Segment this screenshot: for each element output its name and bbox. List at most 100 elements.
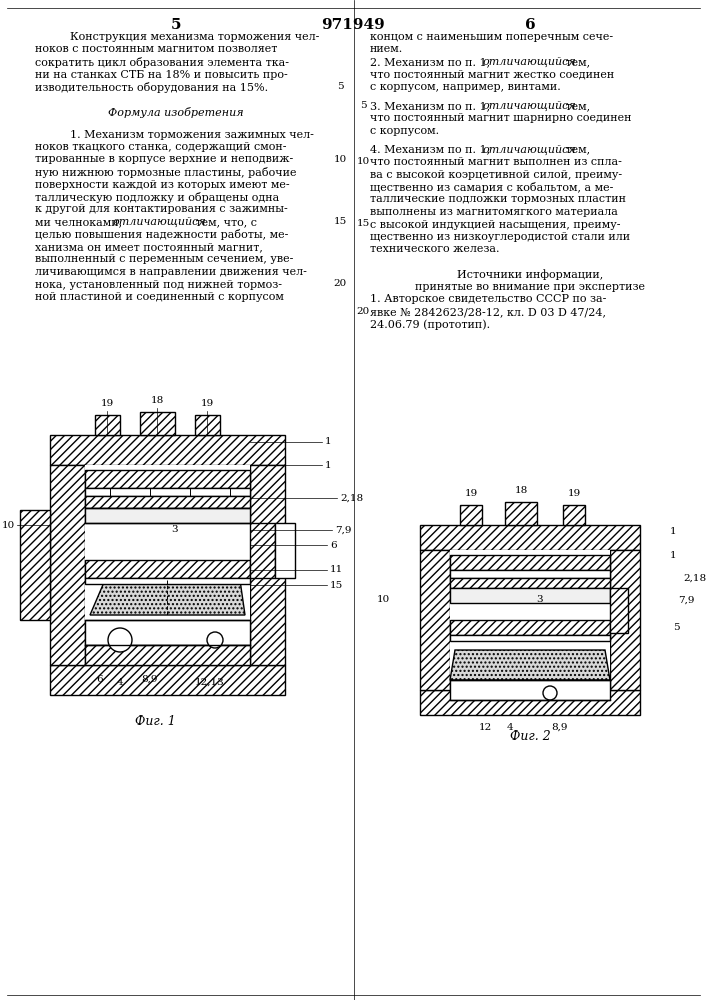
Text: ва с высокой коэрцетивной силой, преиму-: ва с высокой коэрцетивной силой, преиму-: [370, 169, 622, 180]
Text: 1: 1: [670, 528, 677, 536]
Text: 5: 5: [360, 101, 366, 110]
Text: тем, что, с: тем, что, с: [192, 217, 257, 227]
Text: что постоянный магнит выполнен из спла-: что постоянный магнит выполнен из спла-: [370, 157, 622, 167]
Text: явке № 2842623/28-12, кл. D 03 D 47/24,: явке № 2842623/28-12, кл. D 03 D 47/24,: [370, 307, 606, 317]
Text: 4: 4: [507, 723, 513, 732]
Circle shape: [543, 686, 557, 700]
Bar: [450, 555, 610, 570]
Text: 20: 20: [356, 307, 370, 316]
Bar: [95, 415, 120, 435]
Text: 6: 6: [97, 675, 103, 684]
Text: щественно из низкоуглеродистой стали или: щественно из низкоуглеродистой стали или: [370, 232, 630, 242]
Bar: [85, 620, 250, 645]
Bar: [85, 470, 250, 488]
Bar: [85, 488, 250, 496]
Text: Фиг. 2: Фиг. 2: [510, 730, 550, 743]
Text: 5: 5: [673, 624, 679, 633]
Circle shape: [108, 628, 132, 652]
Bar: [563, 505, 585, 525]
Polygon shape: [450, 650, 610, 680]
Text: поверхности каждой из которых имеют ме-: поверхности каждой из которых имеют ме-: [35, 180, 290, 190]
Text: 18: 18: [515, 486, 527, 495]
Bar: [420, 550, 450, 690]
Text: 1: 1: [325, 460, 332, 470]
Text: сократить цикл образования элемента тка-: сократить цикл образования элемента тка-: [35, 57, 289, 68]
Text: что постоянный магнит жестко соединен: что постоянный магнит жестко соединен: [370, 70, 614, 80]
Text: 24.06.79 (прототип).: 24.06.79 (прототип).: [370, 320, 490, 330]
Polygon shape: [90, 580, 245, 615]
Text: ми челноками,: ми челноками,: [35, 217, 126, 227]
Text: 10: 10: [356, 157, 370, 166]
Text: 2,18: 2,18: [340, 493, 363, 502]
Text: 15: 15: [334, 217, 346, 226]
Bar: [275, 523, 295, 578]
Bar: [420, 690, 640, 715]
Text: тем,: тем,: [562, 57, 590, 67]
Text: Формула изобретения: Формула изобретения: [108, 107, 244, 118]
Text: выполненный с переменным сечением, уве-: выполненный с переменным сечением, уве-: [35, 254, 293, 264]
Text: таллические подложки тормозных пластин: таллические подложки тормозных пластин: [370, 194, 626, 205]
Text: технического железа.: технического железа.: [370, 244, 500, 254]
Text: ни на станках СТБ на 18% и повысить про-: ни на станках СТБ на 18% и повысить про-: [35, 70, 288, 80]
Text: таллическую подложку и обращены одна: таллическую подложку и обращены одна: [35, 192, 279, 203]
Bar: [450, 550, 610, 690]
Text: с высокой индукцией насыщения, преиму-: с высокой индукцией насыщения, преиму-: [370, 220, 621, 230]
Text: изводительность оборудования на 15%.: изводительность оборудования на 15%.: [35, 82, 268, 93]
Text: что постоянный магнит шарнирно соединен: что постоянный магнит шарнирно соединен: [370, 113, 631, 123]
Bar: [450, 588, 610, 603]
Bar: [50, 665, 285, 695]
Text: нока, установленный под нижней тормоз-: нока, установленный под нижней тормоз-: [35, 279, 282, 290]
Text: нием.: нием.: [370, 44, 403, 54]
Text: 5: 5: [337, 82, 344, 91]
Text: 19: 19: [200, 399, 214, 408]
Bar: [85, 508, 250, 523]
Text: отличающийся: отличающийся: [483, 101, 577, 111]
Bar: [450, 680, 610, 700]
Bar: [85, 465, 250, 665]
Text: отличающийся: отличающийся: [483, 144, 577, 155]
Text: 12,13: 12,13: [195, 678, 225, 687]
Text: 4: 4: [117, 678, 123, 687]
Text: 3: 3: [537, 595, 543, 604]
Text: 15: 15: [330, 580, 344, 589]
Bar: [460, 505, 482, 525]
Text: 8,9: 8,9: [551, 723, 568, 732]
Bar: [610, 550, 640, 690]
Text: выполнены из магнитомягкого материала: выполнены из магнитомягкого материала: [370, 207, 618, 217]
Text: ханизма он имеет постоянный магнит,: ханизма он имеет постоянный магнит,: [35, 242, 263, 252]
Text: 3. Механизм по п. 1,: 3. Механизм по п. 1,: [370, 101, 493, 111]
Text: 6: 6: [525, 18, 535, 32]
Text: тем,: тем,: [562, 144, 590, 154]
Bar: [50, 465, 85, 665]
Text: 11: 11: [330, 566, 344, 574]
Text: целью повышения надежности работы, ме-: целью повышения надежности работы, ме-: [35, 230, 288, 240]
Text: 19: 19: [568, 489, 580, 498]
Bar: [505, 502, 537, 525]
Text: 5: 5: [171, 18, 181, 32]
Text: 1: 1: [325, 438, 332, 446]
Text: ной пластиной и соединенный с корпусом: ной пластиной и соединенный с корпусом: [35, 292, 284, 302]
Text: к другой для контактирования с зажимны-: к другой для контактирования с зажимны-: [35, 205, 288, 215]
Text: 2,18: 2,18: [683, 574, 706, 582]
Text: 19: 19: [100, 399, 114, 408]
Text: 6: 6: [330, 540, 337, 550]
Bar: [85, 578, 250, 584]
Text: Конструкция механизма торможения чел-: Конструкция механизма торможения чел-: [70, 32, 320, 42]
Text: ноков с постоянным магнитом позволяет: ноков с постоянным магнитом позволяет: [35, 44, 277, 54]
Bar: [420, 525, 640, 550]
Bar: [250, 523, 275, 578]
Text: 12: 12: [479, 723, 491, 732]
Text: отличающийся: отличающийся: [483, 57, 577, 67]
Text: щественно из самария с кобальтом, а ме-: щественно из самария с кобальтом, а ме-: [370, 182, 614, 193]
Bar: [85, 645, 250, 665]
Text: отличающийся: отличающийся: [113, 217, 206, 227]
Text: тем,: тем,: [562, 101, 590, 111]
Text: принятые во внимание при экспертизе: принятые во внимание при экспертизе: [415, 282, 645, 292]
Text: ноков ткацкого станка, содержащий смон-: ноков ткацкого станка, содержащий смон-: [35, 142, 286, 152]
Text: 1. Авторское свидетельство СССР по за-: 1. Авторское свидетельство СССР по за-: [370, 294, 607, 304]
Text: тированные в корпусе верхние и неподвиж-: тированные в корпусе верхние и неподвиж-: [35, 154, 293, 164]
Text: 18: 18: [151, 396, 163, 405]
Text: 10: 10: [334, 154, 346, 163]
Text: 7,9: 7,9: [678, 595, 694, 604]
Text: с корпусом.: с корпусом.: [370, 126, 439, 136]
